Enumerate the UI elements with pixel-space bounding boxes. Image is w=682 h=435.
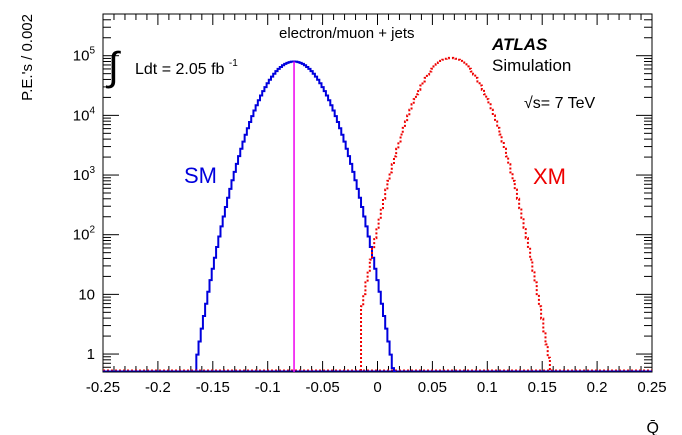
series-label-sm: SM — [184, 163, 217, 188]
x-tick-label: 0 — [373, 379, 381, 396]
x-tick-label: -0.15 — [196, 379, 230, 396]
x-tick-label: -0.2 — [145, 379, 171, 396]
y-tick-label: 1 — [87, 346, 95, 363]
x-tick-label: 0.1 — [477, 379, 498, 396]
x-tick-label: -0.05 — [305, 379, 339, 396]
series-layer — [103, 56, 652, 372]
y-axis-title: P.E.'s / 0.002 — [19, 14, 36, 101]
y-tick-label: 102 — [73, 225, 96, 244]
x-tick-label: 0.25 — [637, 379, 666, 396]
y-tick-label: 103 — [73, 165, 96, 184]
x-tick-label: -0.1 — [255, 379, 281, 396]
luminosity-exponent: -1 — [229, 58, 238, 69]
integral-symbol: ∫ — [106, 45, 122, 89]
x-tick-label: 0.2 — [587, 379, 608, 396]
series-xm-histogram — [360, 56, 551, 371]
series-label-xm: XM — [533, 164, 566, 189]
y-tick-label: 104 — [73, 105, 96, 124]
atlas-label: ATLAS — [491, 35, 548, 54]
simulation-label: Simulation — [492, 56, 571, 75]
energy-label: √s= 7 TeV — [524, 95, 596, 112]
channel-label: electron/muon + jets — [279, 25, 415, 42]
luminosity-label: Ldt = 2.05 fb -1 — [135, 58, 238, 78]
y-tick-label: 105 — [73, 46, 96, 65]
luminosity-text: Ldt = 2.05 fb — [135, 61, 225, 78]
x-tick-label: 0.15 — [528, 379, 557, 396]
x-axis-title: Q̄ — [647, 420, 659, 435]
y-tick-label: 10 — [78, 286, 95, 303]
y-axis-ticks: 1 10 102 103 104 105 — [73, 13, 652, 373]
x-tick-label: 0.05 — [418, 379, 447, 396]
x-tick-label: -0.25 — [86, 379, 120, 396]
series-sm-histogram — [195, 60, 397, 372]
